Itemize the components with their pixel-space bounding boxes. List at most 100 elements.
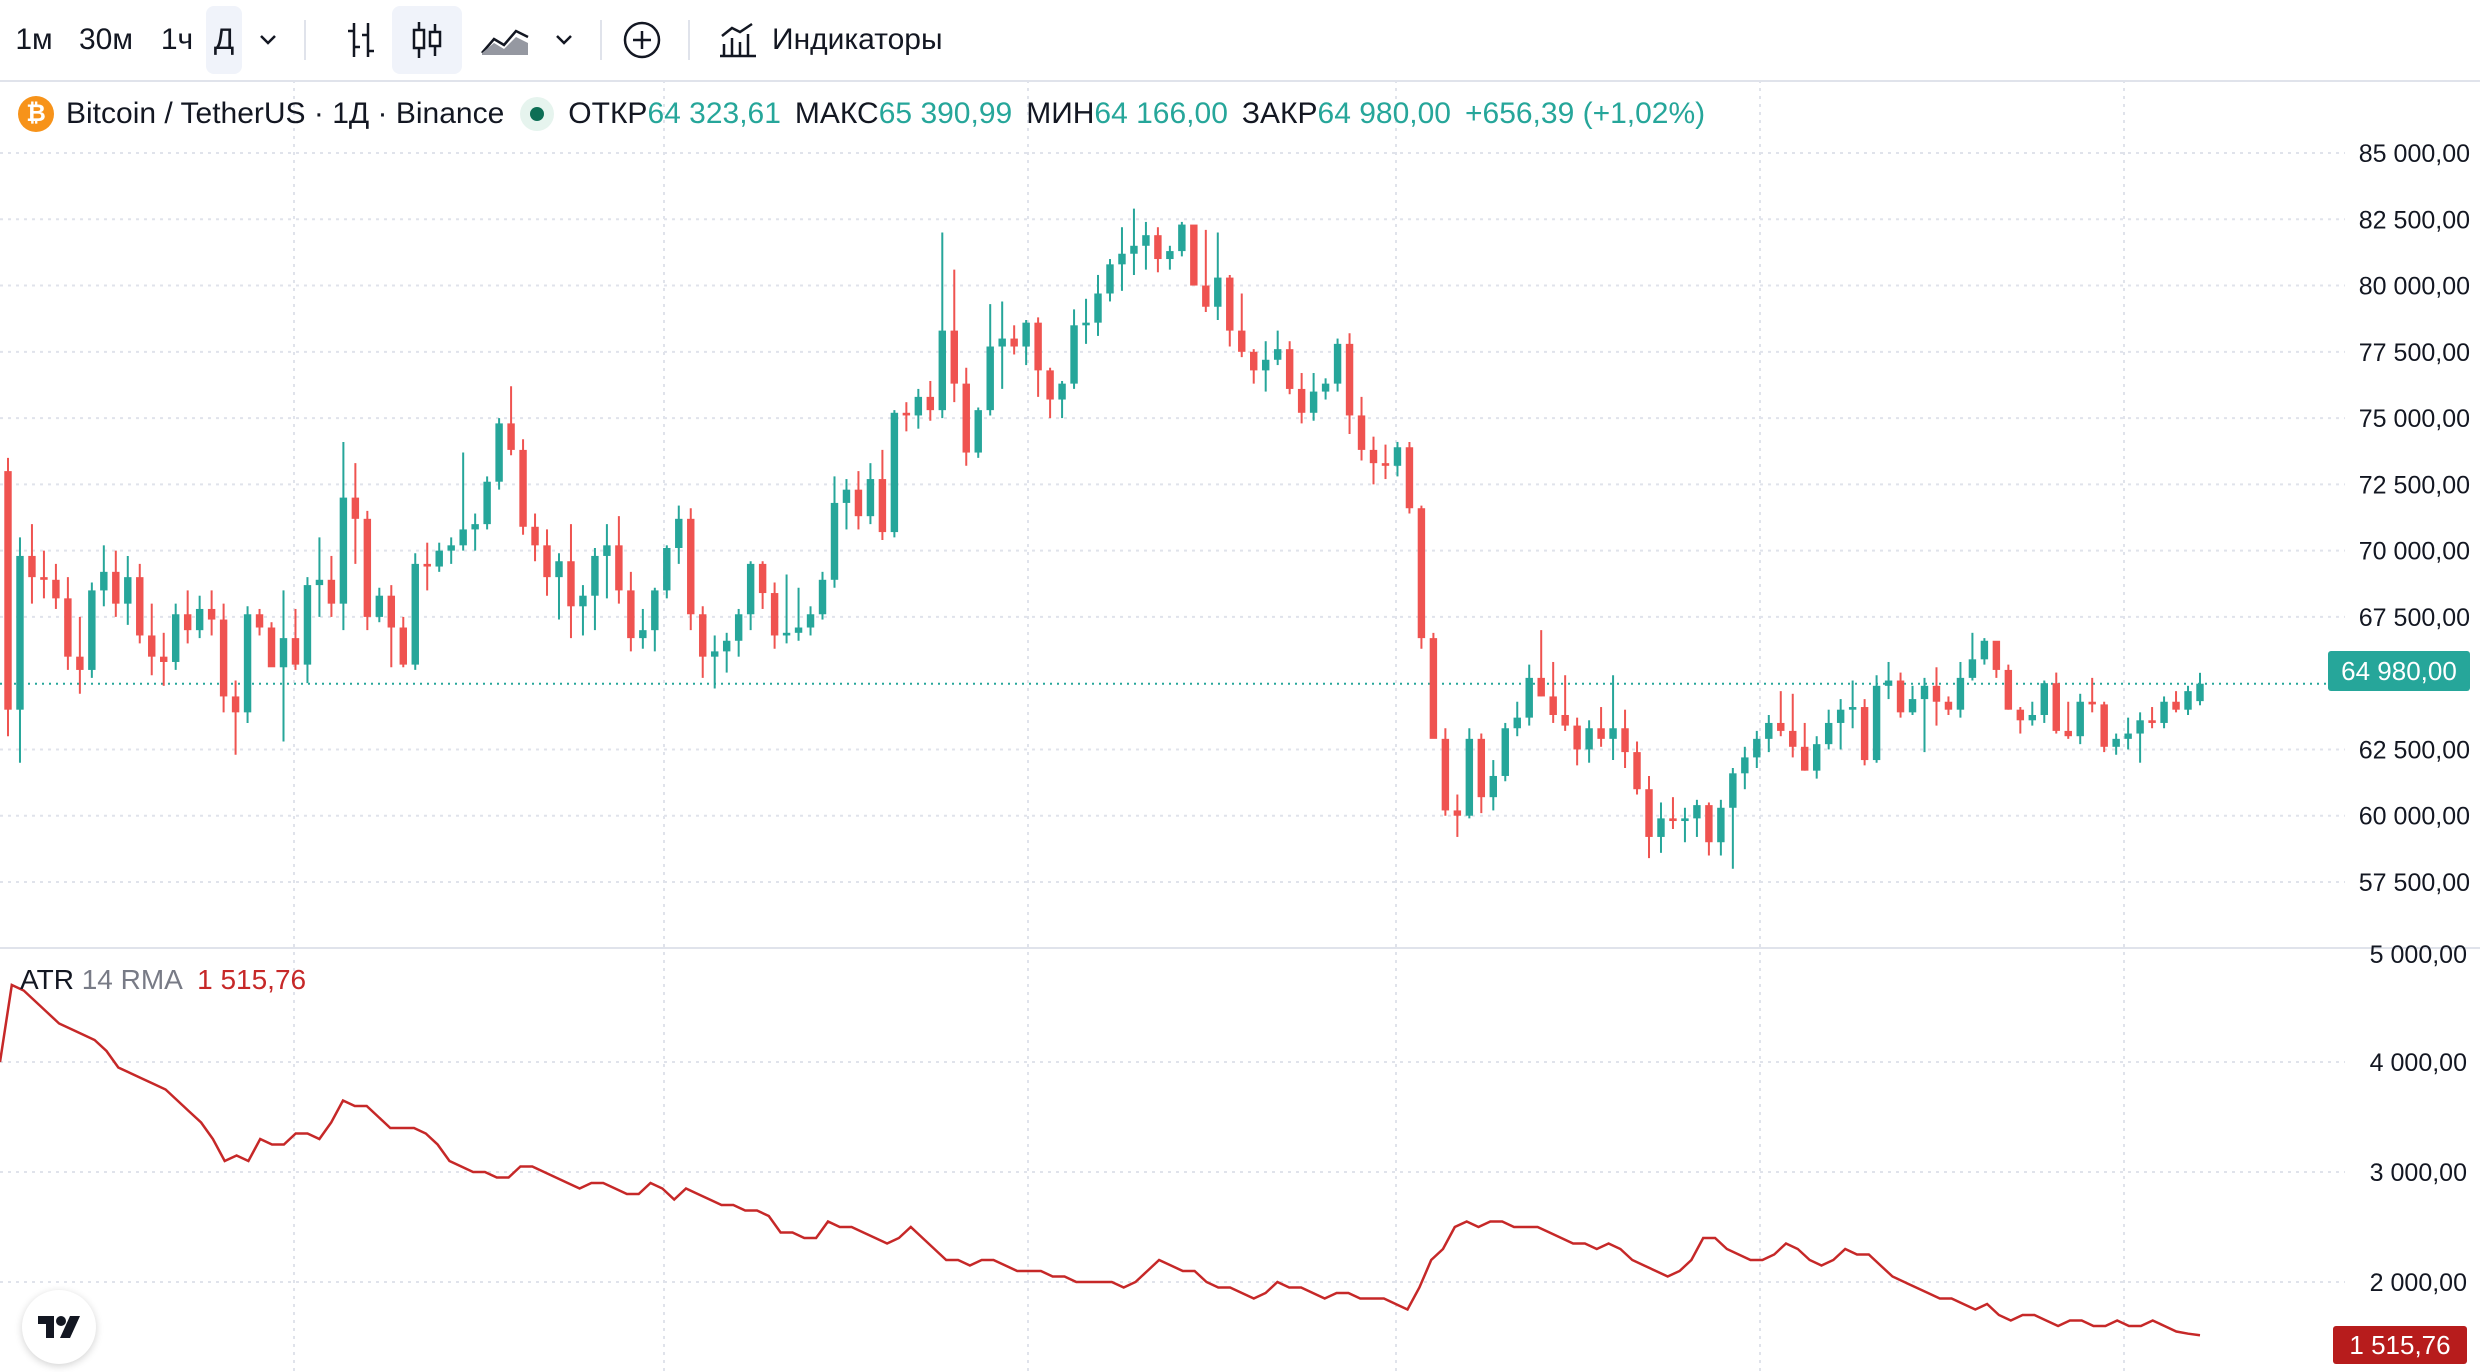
candle bbox=[1777, 691, 1785, 737]
market-status-icon[interactable] bbox=[520, 97, 555, 131]
indicators-button[interactable]: Индикаторы bbox=[706, 6, 952, 74]
candle bbox=[1920, 677, 1929, 753]
candle bbox=[1393, 441, 1402, 477]
candle-body bbox=[1513, 717, 1521, 729]
compare-symbol-button[interactable] bbox=[614, 6, 670, 74]
candle-body bbox=[1190, 224, 1198, 286]
candle-body bbox=[2040, 683, 2048, 715]
candle-body bbox=[1777, 722, 1785, 731]
low-value: 64 166,00 bbox=[1094, 97, 1228, 130]
candle bbox=[2124, 717, 2132, 750]
candle bbox=[387, 585, 396, 668]
candle bbox=[16, 537, 24, 763]
price-axis: 85 000,00 82 500,00 80 000,00 77 500,00 75 0… bbox=[2359, 140, 2470, 1297]
candle-body bbox=[2112, 738, 2120, 747]
candle-body bbox=[2184, 691, 2192, 710]
candle bbox=[1621, 709, 1629, 769]
candle-body bbox=[1669, 818, 1677, 822]
interval-label: Д bbox=[213, 23, 235, 56]
candle bbox=[1022, 320, 1030, 366]
candle bbox=[1034, 317, 1042, 397]
candle bbox=[579, 585, 587, 636]
atr-axis-label: 5 000,00 bbox=[2370, 941, 2467, 969]
interval-30m-button[interactable]: 30м bbox=[68, 6, 144, 74]
candle-body bbox=[1010, 338, 1018, 347]
candle bbox=[76, 616, 84, 694]
candle bbox=[1980, 638, 1989, 665]
candle bbox=[1645, 775, 1653, 859]
candle bbox=[1585, 720, 1593, 763]
candle bbox=[890, 410, 899, 538]
candle bbox=[1717, 799, 1725, 856]
candle-body bbox=[183, 614, 192, 631]
candle-body bbox=[2064, 730, 2072, 737]
candlestick-chart-type-button[interactable] bbox=[392, 6, 462, 74]
candle-body bbox=[687, 518, 695, 615]
candle-body bbox=[339, 497, 348, 604]
interval-dropdown-button[interactable] bbox=[250, 6, 286, 74]
candle bbox=[591, 547, 599, 631]
candle-body bbox=[1369, 449, 1378, 464]
candle bbox=[782, 574, 791, 644]
candle bbox=[2148, 707, 2156, 729]
high-label: МАКС bbox=[794, 97, 879, 130]
candle bbox=[291, 608, 300, 670]
candle bbox=[267, 622, 276, 668]
tradingview-logo-icon[interactable] bbox=[22, 1290, 96, 1364]
candle bbox=[1741, 746, 1749, 790]
candle bbox=[148, 603, 156, 676]
candle bbox=[2184, 685, 2192, 715]
candle-body bbox=[231, 696, 240, 713]
bitcoin-logo-icon: ₿ bbox=[18, 96, 54, 132]
candle bbox=[1106, 259, 1114, 302]
candle-body bbox=[2076, 701, 2084, 737]
candle bbox=[998, 301, 1006, 389]
interval-1m-button[interactable]: 1м bbox=[6, 6, 62, 74]
candle bbox=[555, 553, 563, 620]
atr-legend[interactable]: ATR 14 RMA 1 515,76 bbox=[20, 964, 306, 996]
chart-type-dropdown-button[interactable] bbox=[546, 6, 582, 74]
candle-body bbox=[1872, 685, 1881, 761]
candle-body bbox=[136, 577, 144, 636]
bar-chart-type-button[interactable] bbox=[326, 6, 396, 74]
candle bbox=[986, 304, 994, 416]
candle-body bbox=[435, 550, 443, 567]
candle bbox=[1968, 632, 1977, 681]
candle bbox=[1860, 699, 1869, 766]
candle-body bbox=[986, 346, 994, 411]
candle-body bbox=[722, 640, 731, 652]
candle-body bbox=[2100, 704, 2108, 747]
atr-series bbox=[0, 983, 2201, 1337]
symbol-legend: ₿ Bitcoin / TetherUS · 1Д · Binance ОТКР… bbox=[18, 92, 1705, 136]
candle-body bbox=[351, 497, 360, 519]
candle bbox=[447, 537, 455, 564]
candle bbox=[950, 269, 958, 403]
candle-body bbox=[1944, 701, 1953, 710]
candle-body bbox=[2148, 720, 2156, 723]
candle bbox=[1154, 227, 1162, 273]
candle-body bbox=[651, 590, 659, 631]
candle-body bbox=[854, 489, 863, 517]
chart-area[interactable]: 85 000,00 82 500,00 80 000,00 77 500,00 75 0… bbox=[0, 80, 2480, 1372]
candle bbox=[1573, 717, 1581, 766]
symbol-title[interactable]: Bitcoin / TetherUS · 1Д · Binance bbox=[66, 97, 505, 130]
interval-1h-button[interactable]: 1ч bbox=[150, 6, 204, 74]
interval-1d-button[interactable]: Д bbox=[206, 6, 242, 74]
candle-body bbox=[830, 502, 839, 580]
candle-body bbox=[1453, 810, 1462, 816]
candle-body bbox=[902, 412, 911, 416]
area-chart-type-button[interactable] bbox=[470, 6, 540, 74]
candle bbox=[351, 463, 360, 564]
candle bbox=[1501, 722, 1509, 782]
candle bbox=[160, 632, 168, 686]
candle-body bbox=[1801, 746, 1809, 771]
candle bbox=[1226, 274, 1234, 347]
price-axis-label: 85 000,00 bbox=[2359, 140, 2470, 168]
candle bbox=[1130, 208, 1138, 275]
candle bbox=[1992, 640, 2001, 678]
candle bbox=[1872, 675, 1881, 763]
candle-body bbox=[1956, 677, 1965, 710]
candle-body bbox=[926, 396, 935, 411]
candle-body bbox=[1836, 709, 1845, 723]
candle-body bbox=[1441, 738, 1450, 811]
